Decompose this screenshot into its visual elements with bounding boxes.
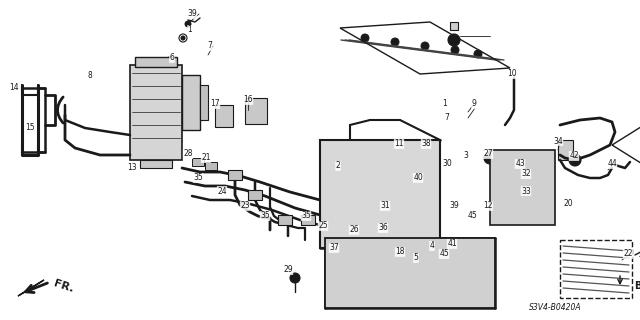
- Text: 37: 37: [329, 244, 339, 252]
- Text: 42: 42: [569, 151, 579, 161]
- Bar: [495, 158, 523, 188]
- Text: 29: 29: [283, 266, 293, 275]
- Text: 21: 21: [201, 154, 211, 163]
- Text: 10: 10: [507, 69, 517, 78]
- Bar: [498, 195, 553, 220]
- Circle shape: [290, 273, 300, 283]
- Text: 24: 24: [217, 187, 227, 196]
- Text: 35: 35: [193, 173, 203, 182]
- Circle shape: [333, 247, 343, 257]
- Text: 35: 35: [301, 212, 311, 220]
- Text: 28: 28: [183, 149, 193, 158]
- Circle shape: [451, 46, 459, 54]
- Circle shape: [423, 143, 433, 153]
- Circle shape: [167, 59, 173, 65]
- Circle shape: [361, 34, 369, 42]
- Bar: [248, 190, 262, 200]
- Bar: [245, 98, 267, 124]
- Circle shape: [185, 21, 191, 27]
- Text: 45: 45: [467, 212, 477, 220]
- Text: 39: 39: [187, 10, 197, 19]
- Circle shape: [474, 50, 482, 58]
- Bar: [228, 170, 242, 180]
- Text: B-4: B-4: [634, 281, 640, 291]
- Text: S3V4-B0420A: S3V4-B0420A: [529, 303, 581, 313]
- Text: 39: 39: [449, 202, 459, 211]
- Text: 6: 6: [170, 53, 175, 62]
- Text: 36: 36: [378, 223, 388, 233]
- Text: 1: 1: [443, 100, 447, 108]
- Text: 3: 3: [463, 151, 468, 161]
- Text: 11: 11: [394, 140, 404, 148]
- Bar: [558, 140, 573, 160]
- Text: 2: 2: [335, 162, 340, 171]
- Circle shape: [181, 36, 185, 40]
- Text: 45: 45: [439, 250, 449, 259]
- Text: 5: 5: [413, 253, 419, 262]
- Bar: [490, 150, 555, 225]
- Bar: [450, 22, 458, 30]
- Text: 38: 38: [421, 140, 431, 148]
- Circle shape: [451, 37, 457, 43]
- Bar: [205, 162, 217, 170]
- Bar: [215, 105, 233, 127]
- Bar: [278, 215, 292, 225]
- Bar: [560, 240, 632, 298]
- Text: 7: 7: [207, 42, 212, 51]
- Circle shape: [569, 154, 581, 166]
- Text: 33: 33: [521, 187, 531, 196]
- Bar: [525, 158, 553, 188]
- Text: 13: 13: [127, 164, 137, 172]
- Text: 20: 20: [563, 199, 573, 209]
- Text: 35: 35: [260, 212, 270, 220]
- Circle shape: [391, 38, 399, 46]
- Bar: [140, 160, 172, 168]
- Bar: [135, 57, 177, 67]
- Text: 41: 41: [447, 239, 457, 249]
- Text: 16: 16: [243, 95, 253, 105]
- Text: 7: 7: [445, 113, 449, 122]
- Text: 27: 27: [483, 149, 493, 158]
- Text: 40: 40: [413, 173, 423, 182]
- Bar: [320, 140, 440, 248]
- Circle shape: [421, 42, 429, 50]
- Circle shape: [448, 34, 460, 46]
- Text: 22: 22: [623, 250, 633, 259]
- Text: 26: 26: [349, 226, 359, 235]
- Circle shape: [484, 152, 496, 164]
- Bar: [325, 238, 495, 308]
- Text: 15: 15: [25, 124, 35, 132]
- Bar: [200, 85, 208, 120]
- Text: FR.: FR.: [52, 278, 75, 294]
- Circle shape: [165, 57, 175, 67]
- Text: 25: 25: [318, 221, 328, 230]
- Text: 32: 32: [521, 170, 531, 179]
- Bar: [301, 215, 315, 225]
- Bar: [192, 158, 204, 166]
- Text: 4: 4: [429, 242, 435, 251]
- Circle shape: [293, 276, 297, 280]
- Circle shape: [392, 212, 398, 218]
- Polygon shape: [18, 280, 44, 296]
- Circle shape: [487, 155, 493, 161]
- Bar: [130, 65, 182, 160]
- Text: 17: 17: [210, 100, 220, 108]
- Text: 44: 44: [607, 159, 617, 169]
- Text: 9: 9: [472, 100, 476, 108]
- Text: 31: 31: [380, 202, 390, 211]
- Text: 18: 18: [396, 247, 404, 257]
- Text: 1: 1: [188, 26, 193, 35]
- Text: 30: 30: [442, 159, 452, 169]
- Text: 23: 23: [240, 202, 250, 211]
- Text: 14: 14: [9, 84, 19, 92]
- Text: 8: 8: [88, 71, 92, 81]
- Bar: [182, 75, 200, 130]
- Text: 34: 34: [553, 137, 563, 146]
- Text: 43: 43: [515, 159, 525, 169]
- Text: 12: 12: [483, 202, 493, 211]
